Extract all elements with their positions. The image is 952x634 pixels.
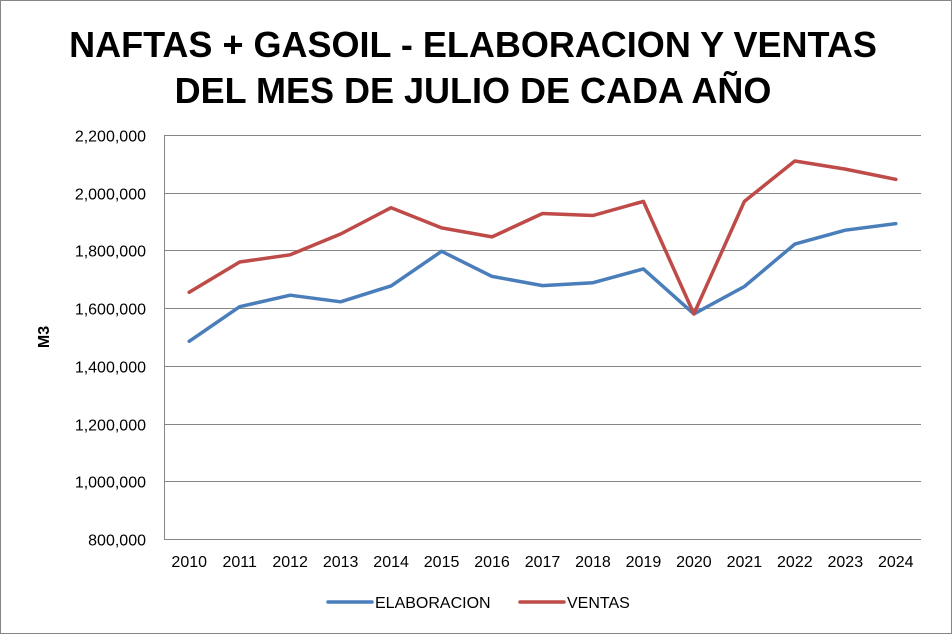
x-tick-label: 2022	[777, 554, 813, 571]
y-tick-label: 1,600,000	[75, 302, 146, 319]
legend-label-elaboracion: ELABORACION	[375, 595, 491, 612]
x-tick-label: 2017	[525, 554, 561, 571]
x-tick-label: 2011	[222, 554, 257, 571]
chart-title: NAFTAS + GASOIL - ELABORACION Y VENTAS D…	[69, 24, 877, 111]
series-lines	[187, 159, 898, 344]
legend-label-ventas: VENTAS	[567, 595, 630, 612]
legend: ELABORACION VENTAS	[326, 595, 630, 612]
x-tick-label: 2020	[676, 554, 712, 571]
x-axis-ticks: 2010 2011 2012 2013 2014 2015 2016 2017 2018 2019…	[171, 554, 913, 571]
x-tick-label: 2018	[575, 554, 611, 571]
x-tick-label: 2013	[323, 554, 359, 571]
y-tick-label: 800,000	[88, 533, 146, 550]
y-tick-label: 1,200,000	[75, 418, 146, 435]
x-tick-label: 2014	[373, 554, 409, 571]
y-tick-label: 1,000,000	[75, 475, 146, 492]
x-tick-label: 2024	[878, 554, 914, 571]
chart-title-line-1: NAFTAS + GASOIL - ELABORACION Y VENTAS	[69, 24, 877, 65]
x-tick-label: 2012	[272, 554, 308, 571]
x-tick-label: 2016	[474, 554, 510, 571]
x-tick-label: 2010	[171, 554, 207, 571]
series-line-elaboracion	[187, 221, 898, 344]
y-axis-title: M3	[36, 326, 53, 348]
x-tick-label: 2019	[626, 554, 662, 571]
y-tick-label: 2,000,000	[75, 187, 146, 204]
y-tick-label: 1,400,000	[75, 360, 146, 377]
x-tick-label: 2023	[828, 554, 864, 571]
series-line-ventas	[187, 159, 898, 316]
x-tick-label: 2021	[727, 554, 763, 571]
chart-title-line-2: DEL MES DE JULIO DE CADA AÑO	[175, 69, 772, 111]
x-tick-label: 2015	[424, 554, 460, 571]
y-tick-label: 1,800,000	[75, 244, 146, 261]
gridlines	[164, 135, 921, 540]
y-tick-label: 2,200,000	[75, 129, 146, 146]
y-axis-ticks: 800,000 1,000,000 1,200,000 1,400,000 1,600,…	[75, 129, 146, 550]
